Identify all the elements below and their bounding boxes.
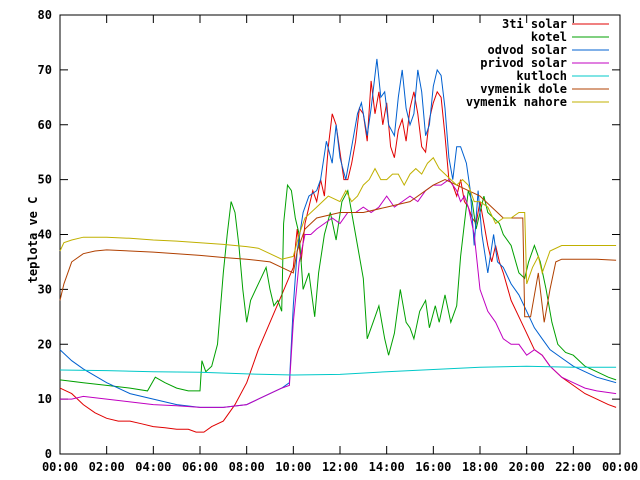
series-line-6 bbox=[59, 179, 617, 323]
y-tick-label: 20 bbox=[38, 337, 52, 351]
y-tick-label: 30 bbox=[38, 282, 52, 296]
y-tick-label: 60 bbox=[38, 118, 52, 132]
x-tick-label: 18:00 bbox=[462, 460, 498, 474]
legend-label: 3ti solar bbox=[502, 17, 567, 31]
y-tick-label: 80 bbox=[38, 8, 52, 22]
x-tick-label: 02:00 bbox=[89, 460, 125, 474]
series-line-1 bbox=[59, 80, 617, 433]
legend-label: vymenik dole bbox=[480, 82, 567, 96]
series-line-2 bbox=[59, 183, 617, 392]
x-tick-label: 20:00 bbox=[509, 460, 545, 474]
y-tick-label: 10 bbox=[38, 392, 52, 406]
series-line-3 bbox=[59, 58, 617, 408]
y-axis-title: teplota ve C bbox=[26, 197, 40, 284]
legend-label: kotel bbox=[531, 30, 567, 44]
series-line-4 bbox=[60, 178, 617, 408]
x-tick-label: 14:00 bbox=[369, 460, 405, 474]
y-tick-label: 70 bbox=[38, 63, 52, 77]
legend-label: kutloch bbox=[516, 69, 567, 83]
x-tick-label: 04:00 bbox=[135, 460, 171, 474]
x-tick-label: 16:00 bbox=[415, 460, 451, 474]
x-tick-label: 08:00 bbox=[229, 460, 265, 474]
legend-label: odvod solar bbox=[488, 43, 567, 57]
legend-label: vymenik nahore bbox=[466, 95, 567, 109]
x-tick-label: 06:00 bbox=[182, 460, 218, 474]
y-tick-label: 0 bbox=[45, 447, 52, 461]
x-tick-label: 10:00 bbox=[275, 460, 311, 474]
y-axis-title-group: teplota ve C bbox=[26, 197, 40, 284]
y-tick-label: 40 bbox=[38, 228, 52, 242]
plot-area: 0 10 20 30 40 50 60 70 80 00:00 02:00 04:00 06:00 08:… bbox=[38, 8, 639, 474]
y-tick-label: 50 bbox=[38, 173, 52, 187]
x-tick-label: 00:00 bbox=[42, 460, 78, 474]
series-line-7 bbox=[59, 156, 617, 285]
x-tick-label: 22:00 bbox=[555, 460, 591, 474]
x-tick-label: 00:00 bbox=[602, 460, 638, 474]
legend-label: privod solar bbox=[480, 56, 567, 70]
series-line-5 bbox=[59, 365, 617, 376]
x-tick-label: 12:00 bbox=[322, 460, 358, 474]
